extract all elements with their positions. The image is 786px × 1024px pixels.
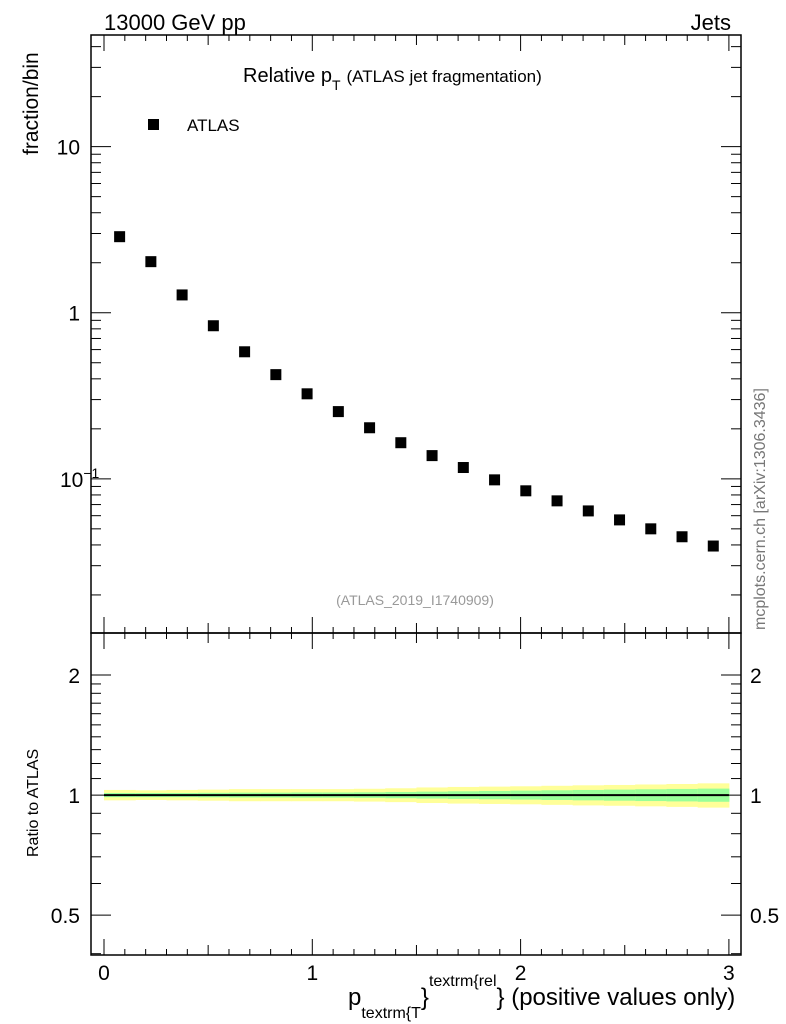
data-point <box>707 540 719 552</box>
ratio-y-tick-label-right: 1 <box>750 785 762 808</box>
watermark: (ATLAS_2019_I1740909) <box>336 592 494 608</box>
data-point <box>457 462 469 474</box>
title-rest: (ATLAS jet fragmentation) <box>347 67 542 86</box>
ratio-y-tick-label: 1 <box>68 785 80 808</box>
legend-marker <box>148 119 159 130</box>
y-axis-label-ratio: Ratio to ATLAS <box>25 749 42 857</box>
data-point <box>614 514 626 526</box>
y-tick-label: 1 <box>68 303 80 326</box>
data-point <box>239 346 251 358</box>
y-tick-exponent: −1 <box>83 465 99 481</box>
ratio-y-tick-label: 0.5 <box>51 905 80 928</box>
ratio-y-tick-label: 2 <box>68 665 80 688</box>
x-tick-label: 0 <box>98 962 110 985</box>
x-tick-label: 1 <box>306 962 318 985</box>
data-point <box>582 505 594 517</box>
data-point <box>364 422 376 434</box>
x-tick-label: 3 <box>723 962 735 985</box>
side-label: mcplots.cern.ch [arXiv:1306.3436] <box>752 388 769 630</box>
legend-label: ATLAS <box>187 116 240 135</box>
ratio-y-tick-label-right: 0.5 <box>750 905 779 928</box>
x-axis-label: ptextrm{T}textrm{rel} (positive values o… <box>348 973 735 1022</box>
xlabel-sub: textrm{T <box>361 1005 421 1022</box>
title-sub: T <box>332 77 341 93</box>
data-point <box>270 369 282 381</box>
data-point <box>395 437 407 449</box>
xlabel-p: p <box>348 984 361 1011</box>
data-point <box>645 523 657 535</box>
title-main: Relative p <box>243 65 332 87</box>
data-point <box>551 495 563 507</box>
header-left: 13000 GeV pp <box>104 10 246 35</box>
x-tick-label: 2 <box>515 962 527 985</box>
xlabel-brace: } <box>421 984 429 1011</box>
data-point <box>176 289 188 301</box>
data-point <box>332 406 344 418</box>
chart-title: Relative pT (ATLAS jet fragmentation) <box>243 65 542 93</box>
y-tick-label: 10−1 <box>60 465 100 492</box>
data-point <box>520 485 532 497</box>
y-tick-label: 10 <box>57 137 80 160</box>
data-point <box>207 320 219 332</box>
data-point <box>145 256 157 268</box>
data-point <box>489 474 501 486</box>
xlabel-sup: textrm{rel <box>429 973 497 990</box>
ratio-y-tick-label-right: 2 <box>750 665 762 688</box>
data-point <box>676 531 688 543</box>
y-axis-label-top: fraction/bin <box>20 52 43 155</box>
header-right: Jets <box>691 10 731 35</box>
data-point <box>301 388 313 400</box>
data-point <box>426 450 438 462</box>
data-point <box>114 231 126 243</box>
xlabel-rest: } (positive values only) <box>497 984 736 1011</box>
